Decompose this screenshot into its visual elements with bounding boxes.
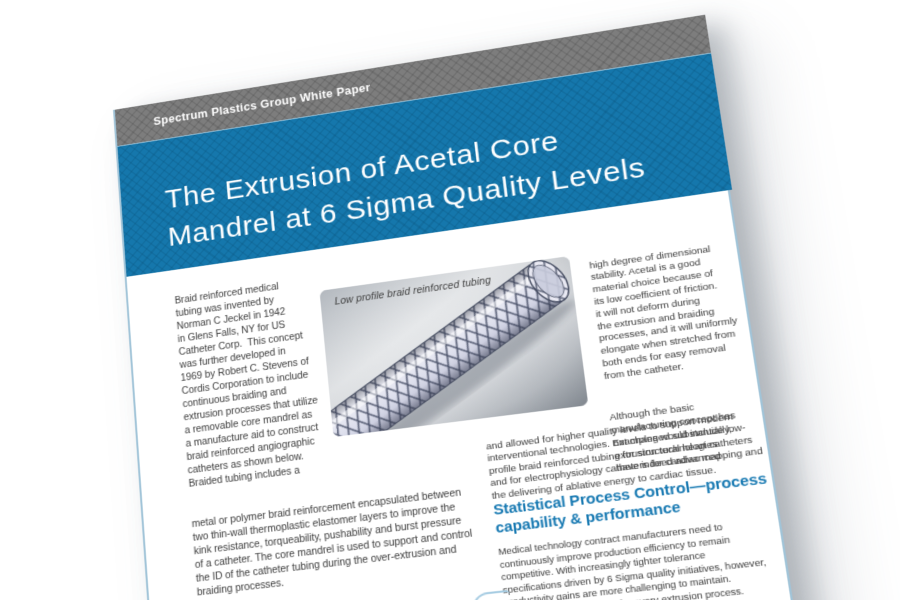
paper-title: The Extrusion of Acetal Core Mandrel at …: [164, 125, 648, 253]
tubing-photo-image: [319, 256, 589, 437]
paragraph-braided-tubing: metal or polymer braid reinforcement enc…: [191, 487, 473, 599]
paragraph-high-degree: high degree of dimensional stability. Ac…: [588, 243, 739, 382]
whitepaper-page: Spectrum Plastics Group White Paper The …: [113, 14, 862, 600]
left-column-narrow-text: Braid reinforced medical tubing was inve…: [174, 281, 319, 490]
tubing-photo: Low profile braid reinforced tubing: [319, 256, 589, 437]
